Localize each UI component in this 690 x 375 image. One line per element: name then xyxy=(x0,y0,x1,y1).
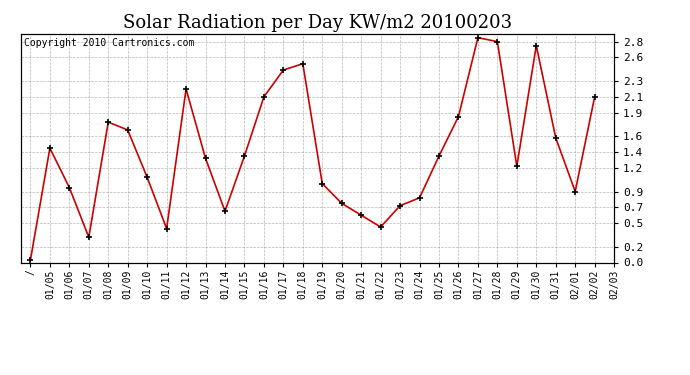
Text: Copyright 2010 Cartronics.com: Copyright 2010 Cartronics.com xyxy=(23,38,194,48)
Title: Solar Radiation per Day KW/m2 20100203: Solar Radiation per Day KW/m2 20100203 xyxy=(123,14,512,32)
